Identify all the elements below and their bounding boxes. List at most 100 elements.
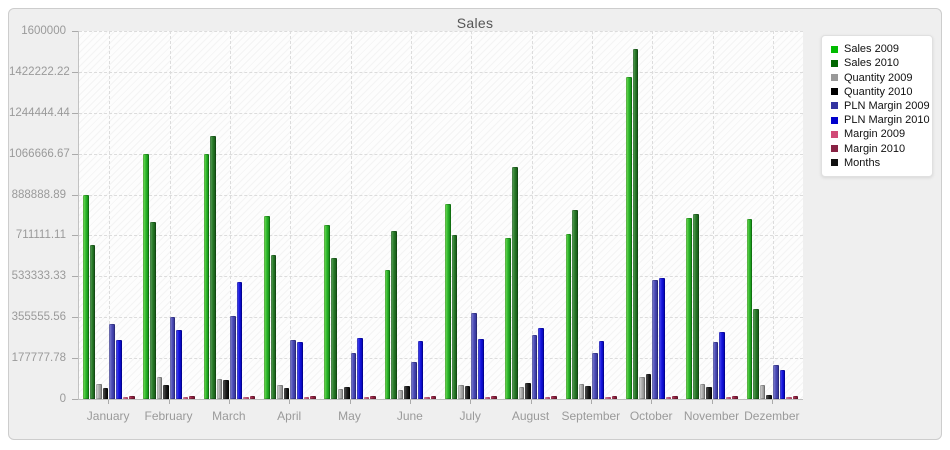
bar-sales-2009-march[interactable] [203,153,210,399]
bar-margin-2009-january[interactable] [122,397,129,399]
bar-pln-margin-2010-july[interactable] [477,338,484,399]
bar-pln-margin-2010-march[interactable] [236,281,243,399]
bar-margin-2010-august[interactable] [551,396,558,399]
bar-sales-2009-august[interactable] [505,238,511,399]
bar-margin-2010-dezember[interactable] [792,396,799,399]
bar-sales-2009-january[interactable] [83,195,89,399]
legend-item-months[interactable]: Months [831,157,928,169]
bar-quantity-2009-march[interactable] [216,379,223,399]
bar-pln-margin-2009-may[interactable] [350,353,357,399]
bar-pln-margin-2010-september[interactable] [598,341,605,399]
bar-sales-2009-june[interactable] [384,270,391,399]
bar-pln-margin-2009-dezember[interactable] [773,364,779,399]
bar-margin-2009-april[interactable] [303,397,310,399]
bar-quantity-2010-january[interactable] [102,387,109,399]
bar-pln-margin-2009-october[interactable] [652,280,658,399]
bar-quantity-2010-february[interactable] [163,384,169,399]
bar-quantity-2009-october[interactable] [639,377,645,399]
bar-margin-2010-march[interactable] [249,396,256,399]
bar-quantity-2010-may[interactable] [344,387,350,399]
legend-item-quantity-2009[interactable]: Quantity 2009 [831,72,928,84]
bar-quantity-2009-dezember[interactable] [759,384,766,399]
bar-sales-2010-august[interactable] [511,166,518,399]
bar-sales-2010-october[interactable] [632,49,639,399]
bar-quantity-2009-november[interactable] [699,383,706,399]
bar-quantity-2010-june[interactable] [404,386,411,399]
bar-quantity-2010-august[interactable] [525,382,531,399]
bar-margin-2010-january[interactable] [129,396,135,399]
bar-margin-2009-june[interactable] [424,397,430,399]
bar-pln-margin-2010-april[interactable] [296,341,303,399]
bar-margin-2010-february[interactable] [189,396,196,399]
bar-pln-margin-2010-dezember[interactable] [779,369,786,399]
bar-quantity-2010-november[interactable] [706,386,712,399]
legend-item-sales-2009[interactable]: Sales 2009 [831,43,928,55]
bar-margin-2010-may[interactable] [370,396,377,399]
bar-sales-2010-may[interactable] [330,258,337,399]
bar-quantity-2009-february[interactable] [156,377,163,399]
bar-quantity-2010-march[interactable] [223,379,230,399]
bar-pln-margin-2010-february[interactable] [176,330,182,399]
legend-item-sales-2010[interactable]: Sales 2010 [831,57,928,69]
legend-item-quantity-2010[interactable]: Quantity 2010 [831,86,928,98]
bar-pln-margin-2010-november[interactable] [719,331,725,399]
bar-pln-margin-2009-february[interactable] [169,317,176,399]
bar-quantity-2009-april[interactable] [277,384,283,399]
bar-quantity-2009-january[interactable] [96,384,102,399]
bar-pln-margin-2010-october[interactable] [658,277,665,399]
bar-sales-2010-september[interactable] [572,210,578,399]
bar-quantity-2010-september[interactable] [585,386,592,399]
bar-sales-2009-november[interactable] [686,218,692,399]
bar-pln-margin-2009-september[interactable] [592,353,598,399]
bar-margin-2009-september[interactable] [605,397,611,399]
bar-margin-2009-february[interactable] [182,397,189,399]
bar-margin-2009-may[interactable] [363,397,370,399]
bar-pln-margin-2009-june[interactable] [411,362,417,399]
bar-sales-2010-march[interactable] [210,135,216,399]
bar-pln-margin-2009-march[interactable] [230,316,236,399]
legend-item-pln-margin-2010[interactable]: PLN Margin 2010 [831,114,930,126]
bar-sales-2009-april[interactable] [264,216,270,399]
bar-margin-2009-march[interactable] [243,397,249,399]
bar-quantity-2010-july[interactable] [464,386,471,399]
bar-sales-2010-dezember[interactable] [753,309,759,399]
bar-margin-2010-october[interactable] [672,396,678,399]
bar-sales-2009-may[interactable] [324,224,330,399]
legend-item-margin-2010[interactable]: Margin 2010 [831,143,928,155]
bar-margin-2010-june[interactable] [430,396,437,399]
bar-sales-2010-june[interactable] [391,231,397,399]
bar-margin-2009-dezember[interactable] [786,397,792,399]
bar-pln-margin-2010-may[interactable] [357,338,363,399]
bar-pln-margin-2009-november[interactable] [712,341,719,399]
bar-quantity-2009-june[interactable] [397,390,404,399]
bar-margin-2009-november[interactable] [725,397,732,399]
legend-item-margin-2009[interactable]: Margin 2009 [831,128,928,140]
bar-margin-2010-september[interactable] [611,396,618,399]
bar-sales-2010-february[interactable] [149,221,156,399]
legend-item-pln-margin-2009[interactable]: PLN Margin 2009 [831,100,930,112]
bar-sales-2009-september[interactable] [565,233,572,399]
bar-pln-margin-2010-august[interactable] [538,327,544,399]
bar-quantity-2010-dezember[interactable] [766,395,773,399]
bar-pln-margin-2009-august[interactable] [531,335,538,399]
bar-pln-margin-2010-january[interactable] [115,340,122,399]
bar-quantity-2009-july[interactable] [458,385,464,399]
bar-pln-margin-2009-april[interactable] [290,339,296,399]
bar-pln-margin-2009-july[interactable] [471,313,477,399]
bar-pln-margin-2009-january[interactable] [109,324,115,399]
bar-sales-2010-april[interactable] [270,254,277,399]
bar-quantity-2010-october[interactable] [645,373,652,399]
bar-margin-2010-april[interactable] [310,396,316,399]
bar-margin-2009-august[interactable] [544,397,551,399]
bar-sales-2010-november[interactable] [692,213,699,399]
bar-sales-2009-july[interactable] [445,203,451,399]
bar-quantity-2009-september[interactable] [578,384,585,399]
bar-margin-2010-november[interactable] [732,396,739,399]
bar-quantity-2009-may[interactable] [337,389,344,399]
bar-sales-2010-july[interactable] [451,234,458,399]
bar-sales-2009-october[interactable] [626,77,632,399]
bar-quantity-2009-august[interactable] [518,387,525,399]
bar-sales-2009-dezember[interactable] [746,218,753,399]
bar-margin-2010-july[interactable] [491,396,497,399]
bar-margin-2009-october[interactable] [665,397,672,399]
